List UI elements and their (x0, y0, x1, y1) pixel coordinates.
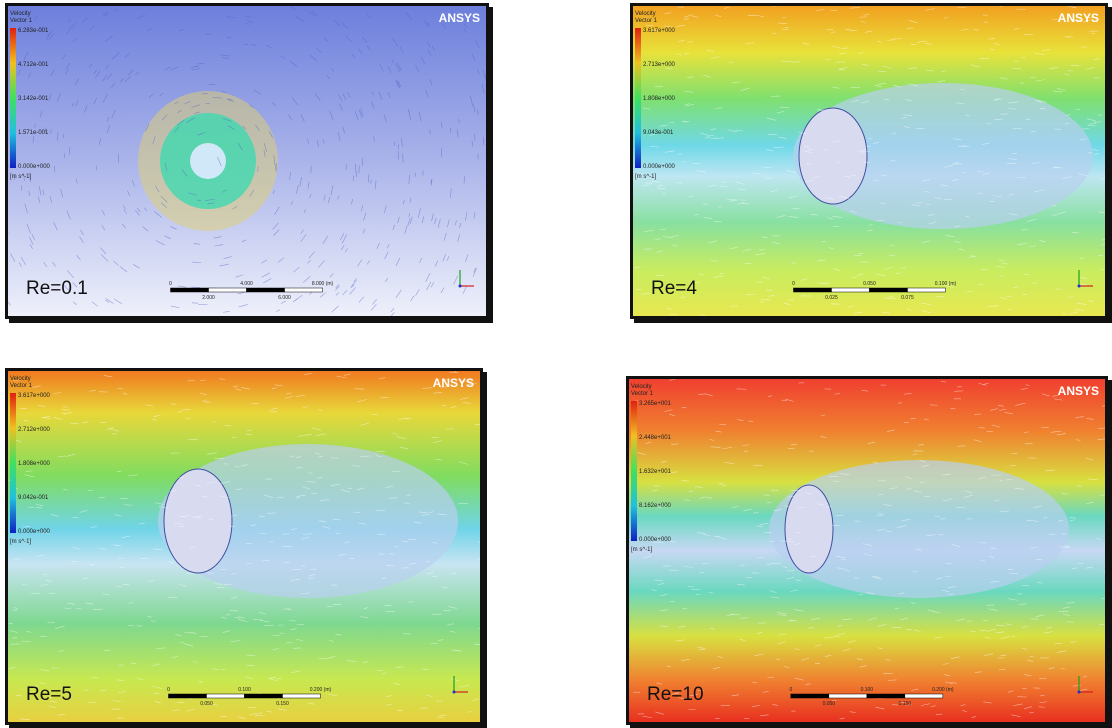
legend-tick-label: 1.571e-001 (18, 130, 49, 136)
logo: ANSYS (1058, 384, 1099, 398)
cylinder (785, 485, 833, 573)
scale-bar (247, 288, 285, 292)
scale-label: 0.150 (899, 701, 912, 707)
scale-bar (793, 288, 831, 292)
scale-label: 0 (792, 281, 795, 287)
scale-bar (285, 288, 323, 292)
legend-tick-label: 8.162e+000 (639, 503, 672, 509)
scale-bar (831, 288, 869, 292)
scale-bar (869, 288, 907, 292)
scale-label: 0.075 (901, 295, 914, 301)
scale-bar (244, 694, 282, 698)
legend-tick-label: 4.712e-001 (18, 62, 49, 68)
scale-bar (905, 694, 943, 698)
legend-tick-label: 9.043e-001 (643, 130, 674, 136)
legend-tick-label: 0.000e+000 (643, 164, 676, 170)
scale-bar (907, 288, 945, 292)
axis-triad (453, 691, 456, 694)
scale-label: 8.000 (m) (312, 281, 334, 287)
logo: ANSYS (439, 11, 480, 25)
legend-tick-label: 1.808e+000 (18, 461, 51, 467)
logo: ANSYS (1058, 11, 1099, 25)
re-label: Re=5 (26, 684, 72, 705)
colorbar (635, 28, 641, 168)
legend-title: Vector 1 (631, 391, 654, 397)
scale-bar (867, 694, 905, 698)
scale-label: 0.025 (825, 295, 838, 301)
legend-title: Velocity (631, 384, 652, 390)
scale-label: 2.000 (202, 295, 215, 301)
legend-title: Vector 1 (10, 18, 33, 24)
scale-bar (209, 288, 247, 292)
scale-label: 0.050 (823, 701, 836, 707)
cylinder (799, 108, 867, 204)
legend-unit: [m s^-1] (10, 174, 31, 180)
re-label: Re=4 (651, 278, 697, 299)
scale-label: 0.100 (m) (935, 281, 957, 287)
scale-label: 0.200 (m) (310, 687, 332, 693)
scale-label: 4.000 (240, 281, 253, 287)
legend-tick-label: 3.617e+000 (18, 393, 51, 399)
axis-triad (1078, 691, 1081, 694)
legend-tick-label: 0.000e+000 (18, 164, 51, 170)
colorbar (10, 28, 16, 168)
legend-unit: [m s^-1] (631, 547, 652, 553)
scale-label: 0.200 (m) (932, 687, 954, 693)
legend-title: Velocity (10, 11, 31, 17)
legend-tick-label: 2.448e+001 (639, 435, 672, 441)
scale-bar (282, 694, 320, 698)
axis-triad (459, 285, 462, 288)
legend-tick-label: 0.000e+000 (639, 537, 672, 543)
logo: ANSYS (433, 376, 474, 390)
legend-tick-label: 1.632e+001 (639, 469, 672, 475)
re-label: Re=0.1 (26, 278, 88, 299)
scale-label: 0.100 (238, 687, 251, 693)
legend-tick-label: 3.265e+001 (639, 401, 672, 407)
scale-bar (171, 288, 209, 292)
legend-title: Velocity (635, 11, 656, 17)
legend-tick-label: 2.712e+000 (18, 427, 51, 433)
legend-unit: [m s^-1] (635, 174, 656, 180)
scale-label: 0 (789, 687, 792, 693)
colorbar (10, 393, 16, 533)
cylinder (164, 469, 232, 573)
scale-label: 0.050 (863, 281, 876, 287)
re-label: Re=10 (647, 684, 704, 705)
legend-unit: [m s^-1] (10, 539, 31, 545)
colorbar (631, 401, 637, 541)
scale-bar (168, 694, 206, 698)
scale-bar (829, 694, 867, 698)
scale-label: 0.100 (861, 687, 874, 693)
legend-title: Vector 1 (635, 18, 658, 24)
scale-bar (206, 694, 244, 698)
scale-bar (791, 694, 829, 698)
scale-label: 0.050 (200, 701, 213, 707)
legend-tick-label: 3.142e-001 (18, 96, 49, 102)
vortex-core (190, 143, 226, 179)
legend-title: Vector 1 (10, 383, 33, 389)
legend-tick-label: 9.042e-001 (18, 495, 49, 501)
legend-tick-label: 1.808e+000 (643, 96, 676, 102)
legend-tick-label: 0.000e+000 (18, 529, 51, 535)
legend-tick-label: 6.283e-001 (18, 28, 49, 34)
figure: VelocityVector 16.283e-0014.712e-0013.14… (0, 0, 1112, 728)
legend-title: Velocity (10, 376, 31, 382)
legend-tick-label: 3.617e+000 (643, 28, 676, 34)
scale-label: 0 (167, 687, 170, 693)
scale-label: 0 (169, 281, 172, 287)
legend-tick-label: 2.713e+000 (643, 62, 676, 68)
scale-label: 0.150 (276, 701, 289, 707)
scale-label: 6.000 (278, 295, 291, 301)
axis-triad (1078, 285, 1081, 288)
